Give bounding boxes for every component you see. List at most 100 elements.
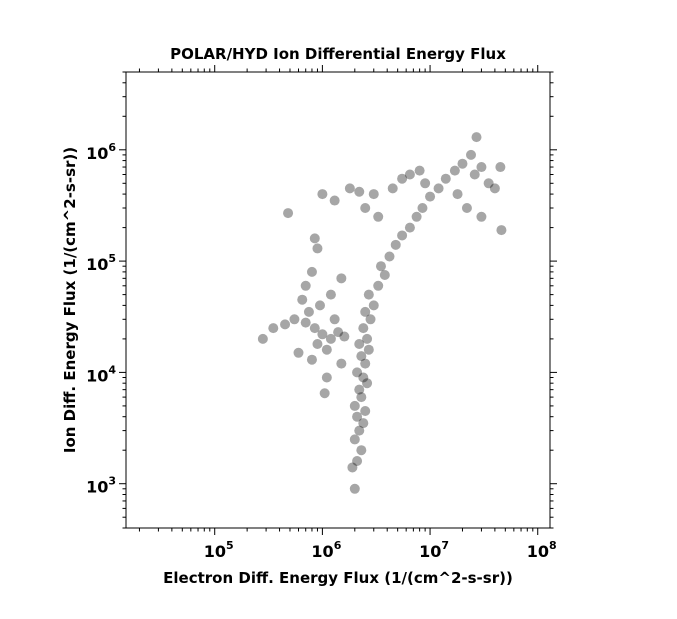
data-point [339, 331, 350, 342]
data-point [349, 483, 360, 494]
data-point [440, 173, 451, 184]
data-point [365, 314, 376, 325]
data-point [363, 289, 374, 300]
data-point [476, 162, 487, 173]
data-point [449, 165, 460, 176]
y-tick-label: 104 [86, 363, 116, 385]
data-point [306, 354, 317, 365]
data-point [457, 158, 468, 169]
data-point [360, 406, 371, 416]
data-point [390, 239, 401, 250]
data-point [352, 411, 363, 422]
x-tick-label: 107 [419, 539, 449, 561]
data-point [387, 183, 398, 194]
data-point [300, 280, 311, 291]
data-point [352, 367, 363, 378]
data-point [354, 384, 365, 395]
data-point [352, 455, 363, 466]
y-tick-label: 105 [86, 252, 116, 274]
data-point [321, 372, 332, 383]
data-point [425, 191, 436, 202]
data-point [325, 289, 336, 300]
data-point [329, 314, 340, 325]
data-point [379, 270, 390, 281]
data-point [360, 203, 371, 213]
data-point [349, 434, 360, 445]
data-point [469, 169, 480, 180]
data-point [314, 300, 325, 311]
data-point [362, 378, 373, 389]
data-point [300, 317, 311, 328]
data-point [354, 338, 365, 349]
data-point [466, 149, 476, 160]
y-tick-label: 103 [86, 475, 116, 497]
data-point [319, 388, 330, 399]
data-point [312, 338, 323, 349]
y-axis-ticks: 103 104 105 106 [86, 71, 557, 529]
data-point [297, 294, 308, 305]
data-point [317, 189, 328, 200]
data-point [384, 251, 395, 262]
data-point [360, 358, 371, 369]
data-point [360, 306, 371, 317]
data-point [354, 425, 365, 436]
data-point [368, 300, 379, 311]
data-point [347, 462, 358, 473]
data-point [356, 351, 367, 362]
data-point [452, 189, 463, 200]
data-point [306, 266, 317, 277]
x-tick-label: 105 [204, 539, 234, 561]
data-points [257, 132, 507, 494]
data-point [312, 243, 323, 254]
data-point [362, 333, 373, 344]
data-point [354, 186, 365, 197]
x-tick-label: 106 [311, 539, 341, 561]
data-point [489, 183, 500, 194]
data-point [321, 344, 332, 355]
data-point [356, 392, 367, 403]
x-axis-ticks: 105 106 107 108 [138, 65, 557, 561]
data-point [404, 222, 415, 233]
data-point [317, 329, 328, 340]
data-point [375, 261, 386, 272]
data-point [329, 195, 340, 206]
data-point [280, 319, 291, 330]
data-point [496, 225, 507, 236]
data-point [363, 344, 374, 355]
data-point [333, 327, 344, 338]
data-point [283, 208, 294, 219]
x-axis-label: Electron Diff. Energy Flux (1/(cm^2-s-sr… [163, 569, 513, 587]
data-point [471, 132, 482, 143]
data-point [336, 273, 347, 284]
data-point [309, 323, 320, 334]
data-point [356, 445, 367, 456]
data-point [483, 178, 494, 189]
data-point [373, 211, 384, 222]
data-point [368, 189, 379, 200]
data-point [397, 173, 408, 184]
data-point [420, 178, 431, 189]
data-point [336, 358, 347, 369]
plot-area-frame [125, 71, 551, 529]
data-point [373, 280, 384, 291]
data-point [476, 211, 487, 222]
data-point [414, 165, 425, 176]
data-point [404, 169, 415, 180]
data-point [257, 333, 268, 344]
data-point [358, 418, 369, 429]
data-point [461, 203, 472, 213]
data-point [309, 233, 320, 244]
data-point [293, 347, 304, 358]
data-point [289, 314, 300, 325]
data-point [417, 203, 428, 213]
data-point [495, 162, 506, 173]
data-point [325, 333, 336, 344]
data-point [268, 323, 279, 334]
data-point [397, 230, 408, 241]
data-point [303, 306, 314, 317]
data-point [433, 183, 444, 194]
data-point [411, 211, 422, 222]
data-point [349, 400, 360, 411]
data-point [358, 323, 369, 334]
